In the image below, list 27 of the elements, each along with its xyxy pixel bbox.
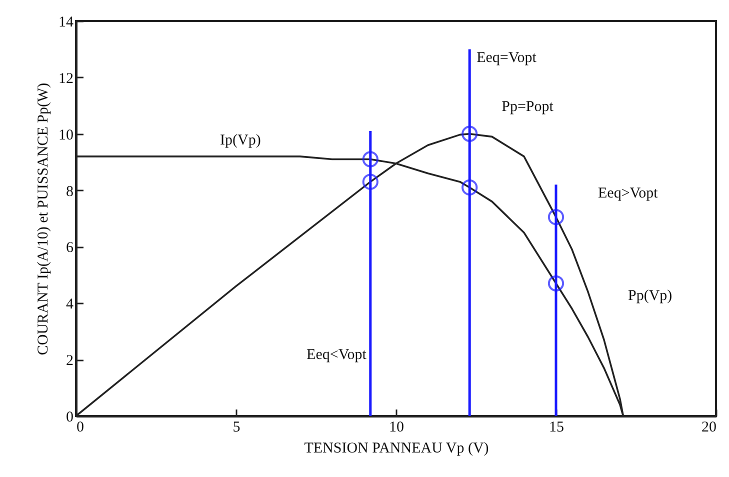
y-tick-label: 14: [58, 14, 74, 30]
point: [548, 275, 564, 292]
y-tick-label: 8: [66, 184, 74, 200]
annotation: Eeq>Vopt: [598, 186, 659, 202]
point: [548, 209, 564, 226]
y-tick-label: 10: [58, 127, 74, 144]
annotation: Ip(Vp): [220, 132, 261, 148]
x-tick-label: 5: [232, 420, 240, 436]
point: [362, 151, 378, 168]
annotation: Pp=Popt: [502, 98, 554, 115]
x-tick-label: 20: [702, 420, 716, 436]
y-tick-label: 6: [66, 240, 74, 256]
point: [462, 126, 478, 142]
annotation: Eeq<Vopt: [306, 346, 368, 363]
annotation: Eeq=Vopt: [476, 50, 538, 66]
x-tick-label: 10: [389, 420, 404, 436]
y-tick-label: 0: [66, 410, 74, 426]
y-axis-title: COURANT Ip(A/10) et PUISSANCE Pp(W): [36, 82, 52, 356]
y-tick-label: 4: [66, 296, 74, 313]
x-tick-label: 15: [549, 420, 564, 436]
x-tick-label: 0: [76, 420, 84, 436]
y-tick-label: 12: [58, 70, 74, 87]
point: [462, 179, 478, 196]
point: [362, 174, 378, 190]
y-tick-label: 2: [66, 353, 74, 370]
x-axis-title: TENSION PANNEAU Vp (V): [304, 440, 489, 456]
annotation: Pp(Vp): [628, 288, 672, 304]
